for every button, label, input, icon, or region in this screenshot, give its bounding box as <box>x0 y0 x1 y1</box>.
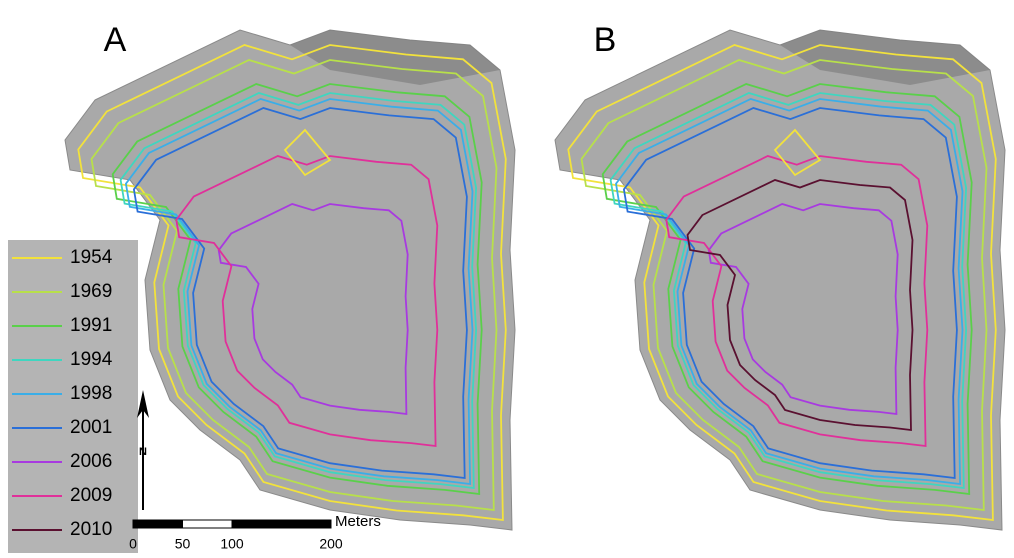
legend-label: 1954 <box>70 247 113 268</box>
north-arrow-head <box>137 390 149 418</box>
contour-line <box>124 98 474 486</box>
map-panel: B <box>554 21 1006 531</box>
contour-line <box>665 155 929 448</box>
legend-label: 2010 <box>70 519 112 540</box>
legend-label: 2001 <box>70 417 112 438</box>
contour-line <box>686 179 914 432</box>
contour-line <box>615 98 964 486</box>
contour-line <box>77 44 507 522</box>
scale-segment <box>132 519 183 529</box>
scale-tick-label: 0 <box>129 536 137 552</box>
contour-line <box>622 107 958 480</box>
contour-line <box>601 83 973 496</box>
scale-segment <box>182 519 233 529</box>
contour-line <box>707 203 899 416</box>
terrain-ridge <box>290 30 500 85</box>
scale-tick-label: 50 <box>175 536 191 552</box>
legend-label: 1969 <box>70 281 112 302</box>
contour-line <box>217 203 409 416</box>
scale-unit: Meters <box>335 513 381 530</box>
legend-label: 2006 <box>70 451 112 472</box>
terrain-ridge <box>780 30 990 85</box>
north-label: N <box>139 446 147 458</box>
contour-line <box>609 92 968 490</box>
contour-line <box>175 155 439 448</box>
legend-label: 2009 <box>70 485 112 506</box>
panel-label: B <box>594 21 617 59</box>
scale-tick-label: 200 <box>319 536 343 552</box>
contour-line <box>90 59 498 512</box>
contour-line <box>580 59 988 512</box>
scale-segment <box>231 519 332 529</box>
island-contour <box>283 128 332 177</box>
legend-label: 1991 <box>70 315 112 336</box>
contour-line <box>119 92 478 490</box>
panel-label: A <box>104 21 127 59</box>
legend-label: 1994 <box>70 349 113 370</box>
terrain <box>554 29 1006 531</box>
island-contour <box>773 128 822 177</box>
map-panel: A <box>64 21 516 531</box>
contour-line <box>132 107 468 480</box>
contour-line <box>111 83 483 496</box>
contour-line <box>567 44 997 522</box>
scale-tick-label: 100 <box>220 536 244 552</box>
legend-label: 1998 <box>70 383 112 404</box>
terrain <box>64 29 516 531</box>
